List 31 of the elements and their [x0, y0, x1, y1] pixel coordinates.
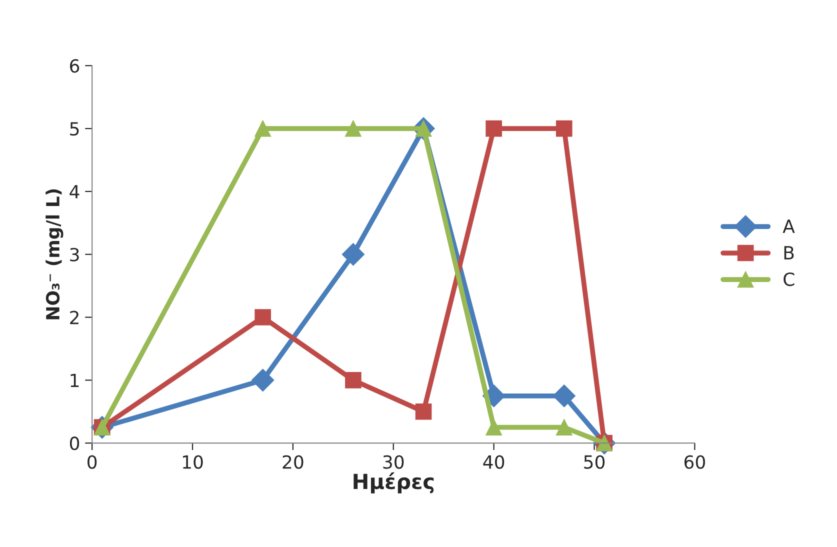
point	[345, 372, 362, 388]
point	[342, 243, 365, 266]
legend-label: C	[784, 272, 794, 286]
y-tick-label: 3	[70, 248, 79, 262]
y-tick-label: 2	[70, 310, 78, 324]
x-tick-label: 20	[282, 455, 304, 469]
point	[415, 403, 432, 420]
y-tick-label: 6	[70, 59, 80, 73]
point	[345, 120, 362, 137]
point	[552, 384, 576, 408]
point	[486, 120, 502, 137]
point	[556, 419, 572, 436]
y-tick-label: 0	[70, 436, 80, 450]
x-tick-label: 50	[584, 455, 605, 469]
point	[486, 419, 502, 436]
x-tick-label: 40	[483, 455, 504, 469]
point	[251, 368, 274, 392]
y-axis-title: NO₃⁻ (mg/l L)	[46, 189, 64, 320]
x-tick-label: 60	[684, 455, 705, 469]
point	[254, 120, 271, 137]
x-axis-title: Ημέρες	[354, 472, 434, 494]
x-tick-label: 10	[183, 455, 203, 469]
x-tick-label: 0	[88, 455, 97, 469]
legend-label: A	[782, 220, 795, 233]
x-tick-label: 30	[383, 455, 404, 469]
y-tick-label: 4	[70, 185, 80, 198]
point	[556, 120, 572, 137]
legend-label: B	[784, 246, 794, 260]
point	[254, 309, 271, 326]
y-tick-label: 5	[70, 122, 79, 136]
y-tick-label: 1	[70, 374, 79, 388]
